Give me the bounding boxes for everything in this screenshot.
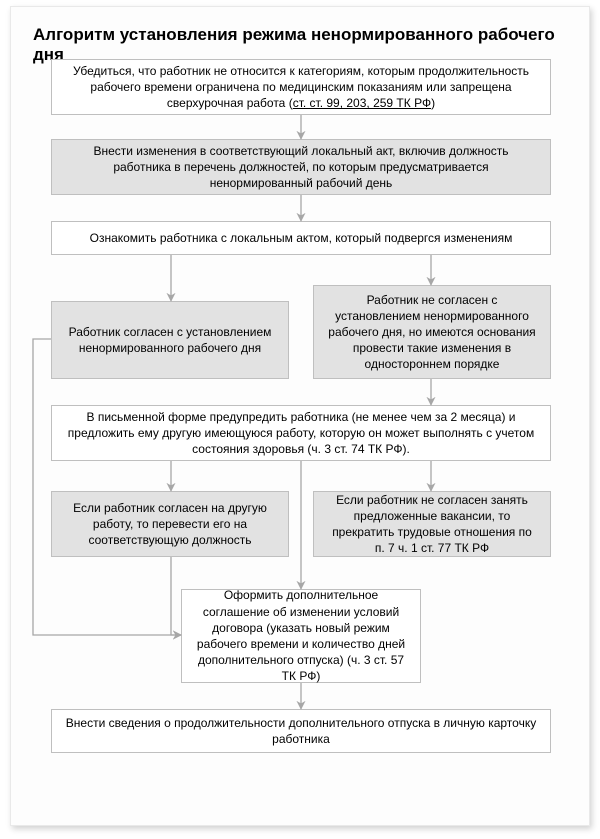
step-supplementary-agreement: Оформить дополнительное соглашение об из… <box>181 589 421 683</box>
flow-arrow <box>33 339 181 635</box>
step-text-post: ) <box>431 96 435 110</box>
step-record-personal-card: Внести сведения о продолжительности допо… <box>51 709 551 753</box>
step-text: Внести сведения о продолжительности допо… <box>64 715 538 747</box>
step-text: Если работник согласен на другую работу,… <box>64 500 276 549</box>
step-amend-local-act: Внести изменения в соответствующий локал… <box>51 139 551 195</box>
step-check-categories: Убедиться, что работник не относится к к… <box>51 59 551 115</box>
step-text: Внести изменения в соответствующий локал… <box>64 143 538 192</box>
law-reference-link[interactable]: ст. ст. 99, 203, 259 ТК РФ <box>293 96 431 110</box>
step-text: Если работник не согласен занять предлож… <box>326 492 538 557</box>
branch-employee-agrees: Работник согласен с установлением ненорм… <box>51 301 289 379</box>
page-frame: Алгоритм установления режима ненормирова… <box>10 6 590 826</box>
flow-arrow <box>171 557 181 635</box>
step-text: В письменной форме предупредить работник… <box>64 409 538 458</box>
step-acquaint-employee: Ознакомить работника с локальным актом, … <box>51 221 551 255</box>
step-text: Работник согласен с установлением ненорм… <box>64 324 276 356</box>
branch-employee-disagrees: Работник не согласен с установлением нен… <box>313 285 551 379</box>
step-text: Оформить дополнительное соглашение об из… <box>194 587 408 684</box>
branch-rejects-vacancies: Если работник не согласен занять предлож… <box>313 491 551 557</box>
step-text: Работник не согласен с установлением нен… <box>326 292 538 373</box>
step-text: Ознакомить работника с локальным актом, … <box>90 230 513 246</box>
branch-accepts-other-job: Если работник согласен на другую работу,… <box>51 491 289 557</box>
step-written-notice: В письменной форме предупредить работник… <box>51 405 551 461</box>
